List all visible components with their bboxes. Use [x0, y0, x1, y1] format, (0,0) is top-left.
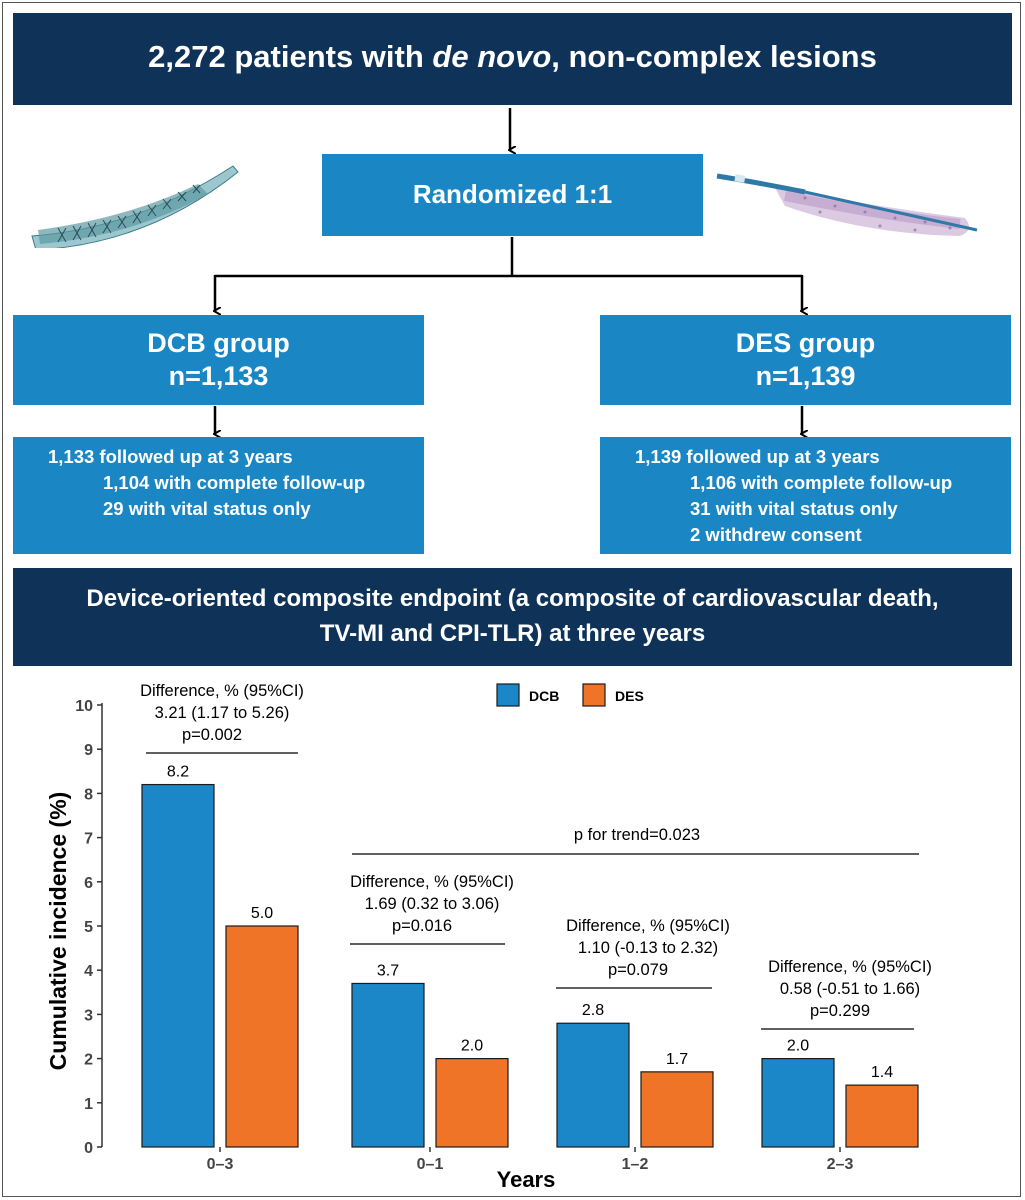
des-value-label: 2.0 — [461, 1038, 483, 1055]
x-tick-label: 0–3 — [207, 1156, 234, 1173]
y-tick-label: 6 — [84, 875, 93, 892]
legend-label-des: DES — [615, 688, 644, 704]
randomized-box: Randomized 1:1 — [322, 154, 703, 236]
y-tick-label: 2 — [84, 1052, 93, 1069]
des-followup-line: 1,139 followed up at 3 years — [635, 446, 880, 467]
x-tick-label: 2–3 — [827, 1156, 854, 1173]
x-tick-label: 1–2 — [622, 1156, 649, 1173]
population-title: 2,272 patients with de novo, non-complex… — [13, 13, 1012, 105]
legend-swatch-dcb — [496, 683, 520, 707]
difference-annotation: p=0.002 — [182, 726, 242, 744]
des-bar — [640, 1071, 714, 1148]
des-bar — [435, 1058, 509, 1148]
stent-image — [31, 165, 239, 248]
endpoint-banner: Device-oriented composite endpoint (a co… — [13, 568, 1012, 666]
dcb-followup-line: 1,133 followed up at 3 years — [48, 446, 293, 467]
y-tick-label: 4 — [84, 963, 93, 980]
y-tick-label: 9 — [84, 742, 93, 759]
des-group-name: DES group — [735, 328, 876, 358]
dcb-value-label: 3.7 — [377, 962, 399, 979]
dcb-followup-box: 1,133 followed up at 3 years 1,104 with … — [13, 437, 424, 554]
y-tick-label: 10 — [75, 698, 93, 715]
difference-annotation: Difference, % (95%CI) — [768, 958, 932, 976]
y-axis-label: Cumulative incidence (%) — [45, 792, 71, 1071]
y-tick-label: 0 — [84, 1140, 93, 1157]
des-value-label: 5.0 — [251, 905, 273, 922]
dcb-bar — [141, 783, 215, 1148]
y-tick-label: 5 — [84, 919, 93, 936]
difference-annotation: p=0.079 — [608, 961, 668, 979]
dcb-value-label: 8.2 — [167, 764, 189, 781]
difference-annotation: Difference, % (95%CI) — [350, 873, 514, 891]
des-followup-line: 2 withdrew consent — [690, 524, 862, 545]
dcb-followup-line: 29 with vital status only — [103, 498, 311, 519]
difference-annotation: p=0.016 — [392, 917, 452, 935]
des-followup-line: 1,106 with complete follow-up — [690, 472, 953, 493]
des-bar — [225, 925, 299, 1148]
dcb-group-box: DCB group n=1,133 — [13, 315, 424, 405]
legend-swatch-des — [582, 683, 606, 707]
difference-annotation: 1.69 (0.32 to 3.06) — [365, 895, 500, 913]
difference-annotation: 1.10 (-0.13 to 2.32) — [578, 939, 718, 957]
x-tick-label: 0–1 — [417, 1156, 444, 1173]
balloon-image — [716, 173, 978, 236]
des-followup-box: 1,139 followed up at 3 years 1,106 with … — [600, 437, 1011, 554]
y-tick-label: 8 — [84, 786, 93, 803]
des-bar — [845, 1084, 919, 1148]
difference-annotation: p=0.299 — [810, 1002, 870, 1020]
x-axis-label: Years — [497, 1167, 556, 1192]
flow-connectors — [0, 108, 1025, 560]
endpoint-line-2: TV-MI and CPI-TLR) at three years — [319, 620, 706, 647]
difference-annotation: Difference, % (95%CI) — [566, 917, 730, 935]
des-value-label: 1.4 — [871, 1064, 893, 1081]
endpoint-line-1: Device-oriented composite endpoint (a co… — [86, 585, 939, 612]
des-group-box: DES group n=1,139 — [600, 315, 1011, 405]
dcb-value-label: 2.8 — [582, 1002, 604, 1019]
des-followup-line: 31 with vital status only — [690, 498, 898, 519]
dcb-bar — [556, 1022, 630, 1148]
dcb-group-n: n=1,133 — [168, 361, 269, 391]
y-tick-label: 7 — [84, 831, 93, 848]
difference-annotation: Difference, % (95%CI) — [140, 682, 304, 700]
dcb-bar — [761, 1058, 835, 1148]
trend-label: p for trend=0.023 — [574, 826, 700, 844]
dcb-followup-line: 1,104 with complete follow-up — [103, 472, 366, 493]
dcb-value-label: 2.0 — [787, 1038, 809, 1055]
dcb-bar — [351, 982, 425, 1148]
bar-chart: 0 1 2 3 4 5 6 7 8 9 10 Cumulative incidence (%) 8.2… — [45, 682, 932, 1192]
y-tick-label: 3 — [84, 1007, 93, 1024]
dcb-group-name: DCB group — [147, 328, 290, 358]
legend-label-dcb: DCB — [529, 688, 559, 704]
difference-annotation: 3.21 (1.17 to 5.26) — [155, 704, 290, 722]
difference-annotation: 0.58 (-0.51 to 1.66) — [780, 980, 920, 998]
des-group-n: n=1,139 — [755, 361, 856, 391]
y-tick-label: 1 — [84, 1096, 93, 1113]
des-value-label: 1.7 — [666, 1051, 688, 1068]
